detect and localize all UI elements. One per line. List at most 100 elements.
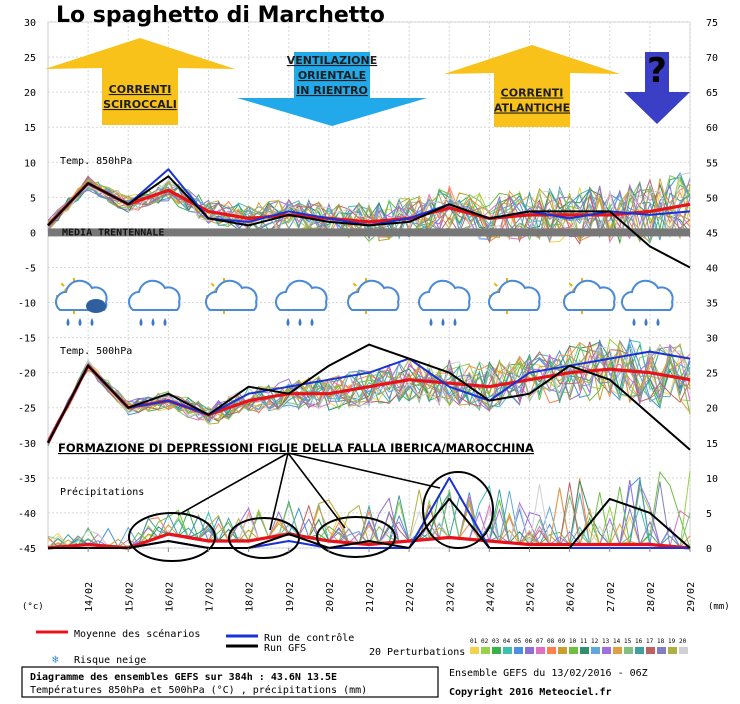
- arrow-annotations: CORRENTI SCIROCCALI VENTILAZIONE ORIENTALE I…: [45, 38, 690, 127]
- pert-swatch: [635, 647, 644, 654]
- pert-number: 17: [646, 638, 654, 645]
- x-tick-label: 28/02: [646, 582, 657, 612]
- perturbation-500: [47, 341, 691, 440]
- y-left-tick: -10: [18, 299, 36, 310]
- pert-swatch: [624, 647, 633, 654]
- media-trentennale-bar: [48, 228, 690, 237]
- x-tick-label: 14/02: [84, 582, 95, 612]
- perturbation-500: [47, 353, 691, 444]
- arrow-label: ?: [647, 51, 667, 91]
- x-tick-label: 20/02: [325, 582, 336, 612]
- x-tick-label: 22/02: [405, 582, 416, 612]
- rain-drop: [656, 318, 660, 326]
- sun-cloud-icon: [563, 278, 616, 314]
- y-left-tick: -5: [24, 263, 36, 274]
- series-t850-0: [46, 181, 691, 227]
- y-left-tick: -15: [18, 334, 36, 345]
- pert-swatch: [470, 647, 479, 654]
- annotation-pointer: [287, 452, 441, 489]
- perturbation-precip: [47, 478, 691, 549]
- legend-control: Run de contrôle: [264, 632, 354, 644]
- footer-line-2: Températures 850hPa et 500hPa (°C) , pré…: [30, 684, 367, 696]
- y-left-tick: 30: [24, 18, 36, 29]
- footer-box: [21, 666, 439, 698]
- panel-label-t500: Temp. 500hPa: [60, 346, 132, 357]
- x-tick-label: 27/02: [606, 582, 617, 612]
- pert-swatch: [569, 647, 578, 654]
- chart-title: Lo spaghetto di Marchetto: [56, 3, 385, 28]
- y-right-tick: 5: [706, 509, 712, 520]
- perturbation-850: [47, 176, 691, 241]
- copyright: Copyright 2016 Meteociel.fr: [449, 686, 612, 698]
- cloud-rain-icon: [275, 279, 328, 326]
- pert-number: 01: [470, 638, 478, 645]
- x-tick-label: 15/02: [124, 582, 135, 612]
- highlight-ellipse: [228, 517, 300, 559]
- snowflake-icon: ❄: [52, 653, 59, 666]
- weather-icons: [55, 278, 674, 326]
- y-right-tick: 15: [706, 439, 718, 450]
- footer-line-1: Diagramme des ensembles GEFS sur 384h : …: [30, 671, 337, 683]
- y-left-tick: 0: [30, 228, 36, 239]
- y-left-tick: -25: [18, 404, 36, 415]
- pert-swatch: [525, 647, 534, 654]
- x-tick-label: 26/02: [566, 582, 577, 612]
- pert-swatch: [547, 647, 556, 654]
- rain-drop: [151, 318, 155, 326]
- y-right-tick: 55: [706, 158, 718, 169]
- pert-swatch: [503, 647, 512, 654]
- rain-drop: [441, 318, 445, 326]
- y-right-tick: 35: [706, 299, 718, 310]
- y-left-tick: -30: [18, 439, 36, 450]
- perturbation-500: [47, 337, 691, 441]
- rain-drop: [429, 318, 433, 326]
- arrow-shape: [237, 52, 427, 126]
- x-tick-label: 17/02: [205, 582, 216, 612]
- highlight-ellipse: [422, 471, 494, 549]
- y-left-tick: 5: [30, 193, 36, 204]
- pert-swatch: [602, 647, 611, 654]
- rain-drop: [644, 318, 648, 326]
- panel-label-t850: Temp. 850hPa: [60, 156, 132, 167]
- y-right-tick: 65: [706, 88, 718, 99]
- y-right-tick: 0: [706, 544, 712, 555]
- highlight-ellipse: [316, 516, 396, 558]
- pert-swatch: [613, 647, 622, 654]
- legend-gfs: Run GFS: [264, 643, 306, 654]
- rain-drop: [298, 318, 302, 326]
- ensemble-info: Ensemble GEFS du 13/02/2016 - 06Z: [449, 668, 648, 679]
- arrow-shape: [45, 38, 235, 125]
- arrow-label: CORRENTI: [501, 87, 564, 100]
- sun-cloud-icon: [205, 278, 258, 314]
- arrow-label: VENTILAZIONE: [287, 54, 378, 67]
- y-left-tick: 15: [24, 123, 36, 134]
- series-t850-2: [47, 175, 691, 269]
- arrow-shape: [444, 45, 620, 127]
- axes: 302520151050-5-10-15-20-25-30-35-40-4575…: [18, 18, 730, 612]
- pert-number: 14: [613, 638, 621, 645]
- y-right-tick: 70: [706, 53, 718, 64]
- legend: Moyenne des scénarios Run de contrôleRun …: [21, 628, 688, 698]
- series-t500-4: [47, 350, 691, 444]
- x-tick-label: 25/02: [526, 582, 537, 612]
- y-left-tick: 10: [24, 158, 36, 169]
- y-right-tick: 50: [706, 193, 718, 204]
- x-tick-label: 18/02: [245, 582, 256, 612]
- perturbation-850: [47, 172, 691, 241]
- cloud-shape: [275, 279, 328, 311]
- pert-number: 13: [602, 638, 610, 645]
- x-tick-label: 24/02: [485, 582, 496, 612]
- pert-swatch: [580, 647, 589, 654]
- x-tick-label: 16/02: [164, 582, 175, 612]
- main-series-lines: [46, 168, 691, 550]
- pert-number: 11: [580, 638, 588, 645]
- annotation-pointer: [177, 452, 289, 516]
- perturbation-850: [47, 175, 691, 245]
- y-right-tick: 25: [706, 369, 718, 380]
- y-right-tick: 60: [706, 123, 718, 134]
- pert-swatch: [679, 647, 688, 654]
- rain-drop: [310, 318, 314, 326]
- sun-ray: [568, 282, 573, 287]
- rain-drop: [286, 318, 290, 326]
